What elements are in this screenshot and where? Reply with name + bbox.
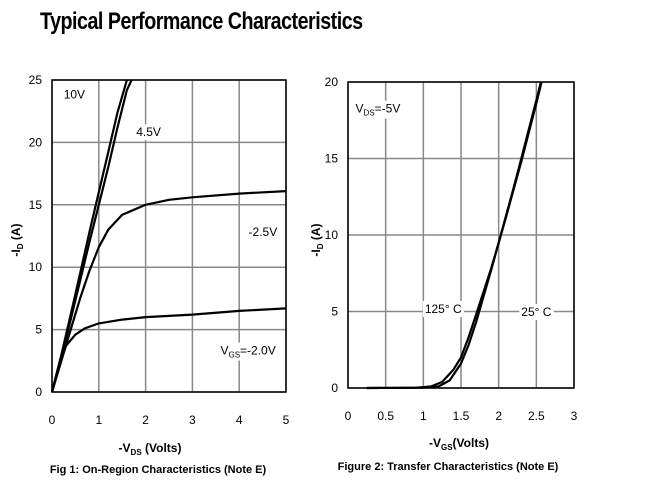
y-axis-label: -ID (A)	[309, 223, 325, 256]
annotation-bg	[134, 124, 163, 141]
x-axis-label: -VGS(Volts)	[429, 436, 489, 452]
annotation-bg	[353, 100, 403, 119]
x-tick-label: 1	[420, 409, 427, 423]
x-tick-label: 5	[283, 413, 290, 427]
annotation-bg	[246, 224, 280, 240]
annotation-bg	[61, 86, 88, 103]
annotation-label: -2.5V	[249, 225, 278, 239]
annotation-bg	[519, 304, 554, 321]
plot-frame	[51, 79, 287, 393]
x-tick-label: 3	[571, 409, 578, 423]
annotation-label: VGS=-2.0V	[220, 344, 275, 360]
y-tick-label: 15	[29, 198, 43, 212]
y-tick-label: 15	[325, 152, 339, 166]
y-tick-label: 5	[331, 305, 338, 319]
on-region-chart: 0 1 2 3 4 5 0 5 10 15 20 25 10V 4.5V -2.5V VGS=-2.0V -VD…	[9, 73, 290, 476]
x-tick-label: 0	[345, 409, 352, 423]
figure-caption: Fig 1: On-Region Characteristics (Note E…	[50, 464, 267, 476]
y-tick-label: 25	[29, 73, 43, 87]
y-tick-label: 20	[29, 135, 43, 149]
y-tick-label: 10	[325, 228, 339, 242]
plot-frame	[347, 81, 575, 389]
annotation-label: 10V	[64, 88, 85, 102]
y-tick-label: 0	[35, 385, 42, 399]
y-tick-label: 0	[331, 381, 338, 395]
series-line	[50, 79, 133, 393]
x-tick-label: 0.5	[377, 409, 394, 423]
x-tick-label: 1	[95, 413, 102, 427]
x-tick-label: 1.5	[453, 409, 470, 423]
y-axis-label: -ID (A)	[9, 223, 25, 256]
series-line	[50, 307, 287, 393]
x-tick-label: 3	[189, 413, 196, 427]
series-line	[50, 190, 287, 393]
transfer-chart: 0 0.5 1 1.5 2 2.5 3 0 5 10 15 20 VDS=-5V 125° C 25° C -…	[309, 75, 578, 473]
annotation-label: VDS=-5V	[356, 102, 401, 118]
x-tick-label: 2	[142, 413, 149, 427]
y-tick-label: 10	[29, 260, 43, 274]
series-line	[366, 81, 542, 390]
annotation-label: 125° C	[425, 302, 462, 316]
x-axis-label: -VDS (Volts)	[119, 441, 182, 457]
x-tick-label: 0	[49, 413, 56, 427]
y-tick-label: 20	[325, 75, 339, 89]
annotation-label: 4.5V	[136, 125, 161, 139]
figure-caption: Figure 2: Transfer Characteristics (Note…	[338, 461, 559, 473]
annotation-bg	[422, 301, 464, 318]
annotation-bg	[218, 342, 278, 361]
x-tick-label: 4	[236, 413, 243, 427]
annotation-label: 25° C	[521, 305, 551, 319]
y-tick-label: 5	[35, 323, 42, 337]
x-tick-label: 2	[495, 409, 502, 423]
x-tick-label: 2.5	[528, 409, 545, 423]
page-title: Typical Performance Characteristics	[40, 8, 363, 35]
